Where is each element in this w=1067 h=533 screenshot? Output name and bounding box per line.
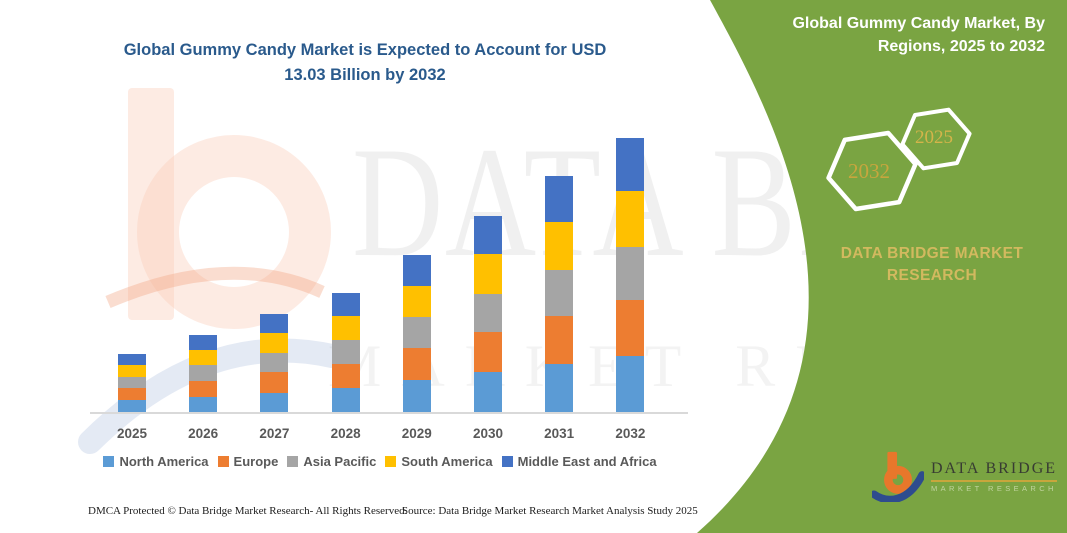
- legend-item: Europe: [217, 454, 279, 469]
- panel-title-line1: Global Gummy Candy Market, By: [792, 15, 1045, 32]
- hexagon-2032-icon: [826, 130, 918, 212]
- legend-swatch-icon: [385, 456, 397, 467]
- data-bridge-logo: DATA BRIDGE MARKET RESEARCH: [872, 450, 1058, 502]
- panel-brand-caption: DATA BRIDGE MARKET RESEARCH: [822, 243, 1042, 286]
- legend-item: South America: [385, 454, 493, 469]
- brand-divider: [931, 479, 1058, 482]
- x-axis-line: [90, 412, 688, 414]
- x-tick-label: 2032: [615, 426, 646, 441]
- hexagon-2025-label: 2025: [915, 127, 953, 148]
- x-tick-label: 2025: [116, 426, 148, 441]
- legend: North America Europe Asia Pacific South Ame…: [58, 454, 702, 469]
- x-tick-label: 2031: [544, 426, 575, 441]
- footer-source-text: Source: Data Bridge Market Research Mark…: [402, 505, 698, 517]
- legend-label: Middle East and Africa: [517, 454, 657, 469]
- brand-subtitle: MARKET RESEARCH: [931, 483, 1057, 493]
- x-tick-label: 2028: [330, 426, 361, 441]
- panel-title: Global Gummy Candy Market, By Regions, 2…: [733, 12, 1045, 58]
- data-bridge-logo-mark-icon: [872, 451, 924, 502]
- chart-title-line2: 13.03 Billion by 2032: [284, 65, 446, 84]
- legend-item: Asia Pacific: [287, 454, 376, 469]
- x-tick-label: 2030: [472, 426, 504, 441]
- data-bridge-logo-text: DATA BRIDGE MARKET RESEARCH: [931, 459, 1058, 493]
- x-tick-label: 2027: [259, 426, 290, 441]
- chart-title: Global Gummy Candy Market is Expected to…: [95, 38, 635, 88]
- legend-swatch-icon: [103, 456, 115, 467]
- x-tick-label: 2026: [188, 426, 219, 441]
- panel-brand-caption-line2: RESEARCH: [886, 266, 978, 284]
- legend-label: South America: [401, 454, 493, 469]
- panel-brand-caption-line1: DATA BRIDGE MARKET: [840, 245, 1024, 262]
- brand-name: DATA BRIDGE: [931, 459, 1058, 477]
- x-tick-label: 2029: [401, 426, 432, 441]
- legend-swatch-icon: [287, 456, 299, 467]
- legend-label: North America: [119, 454, 209, 469]
- legend-item: Middle East and Africa: [501, 454, 657, 469]
- footer-dmca-text: DMCA Protected © Data Bridge Market Rese…: [88, 505, 408, 517]
- hexagon-badges: [826, 107, 972, 212]
- chart-title-line1: Global Gummy Candy Market is Expected to…: [123, 41, 607, 59]
- legend-label: Europe: [233, 454, 279, 469]
- legend-label: Asia Pacific: [303, 454, 377, 469]
- legend-item: North America: [103, 454, 209, 469]
- panel-title-line2: Regions, 2025 to 2032: [877, 38, 1045, 56]
- hexagon-2025-icon: [900, 107, 972, 171]
- hexagon-2032-label: 2032: [848, 159, 890, 183]
- legend-swatch-icon: [501, 456, 513, 467]
- legend-swatch-icon: [217, 456, 229, 467]
